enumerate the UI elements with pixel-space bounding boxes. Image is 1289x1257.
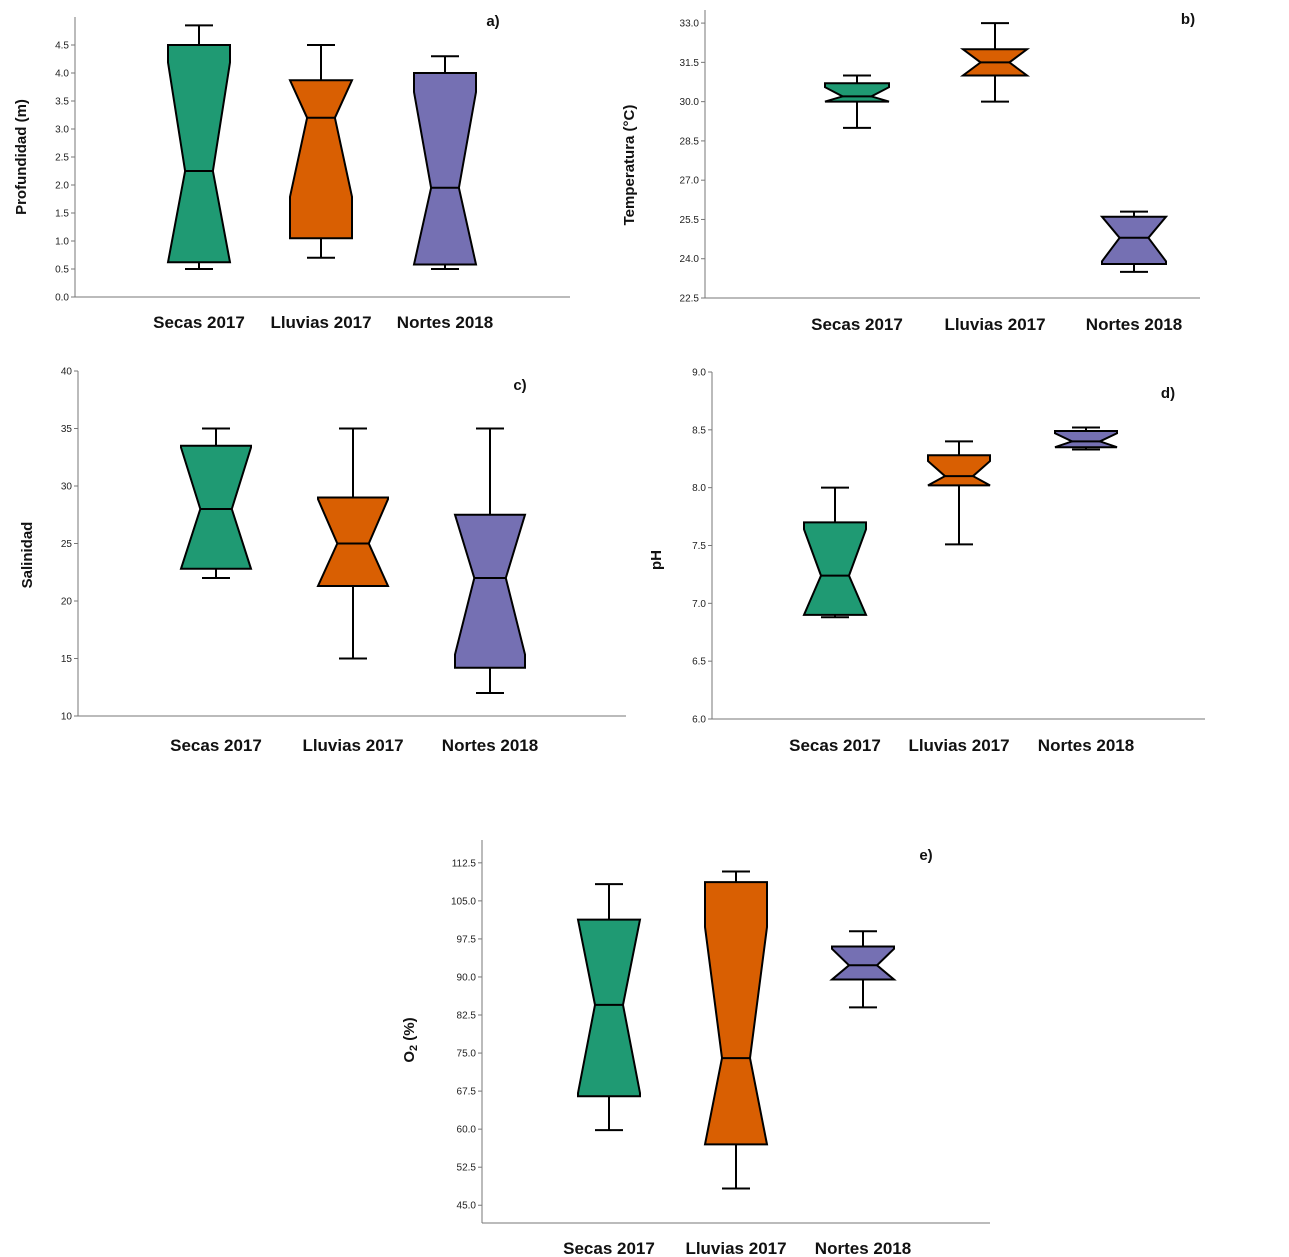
panel-b-y-tick-label: 22.5 xyxy=(680,294,700,305)
panel-b-category-label-secas-2017: Secas 2017 xyxy=(811,315,903,334)
panel-b-y-tick-label: 28.5 xyxy=(680,136,700,147)
panel-e-box-secas-2017-body xyxy=(576,918,642,1098)
panel-c-y-tick-label: 20 xyxy=(61,597,73,608)
panel-e-y-tick-label: 97.5 xyxy=(457,934,477,945)
panel-d-box-lluvias-2017-body xyxy=(927,454,991,487)
panel-b-y-tick-label: 30.0 xyxy=(680,97,700,108)
panel-c-panel-letter: c) xyxy=(513,377,526,394)
panel-d-panel-letter: d) xyxy=(1161,385,1175,402)
panel-e-y-tick-label: 52.5 xyxy=(457,1163,477,1174)
panel-c-y-tick-label: 30 xyxy=(61,482,73,493)
panel-b-y-tick-label: 27.0 xyxy=(680,176,700,187)
panel-d-y-tick-label: 8.5 xyxy=(692,425,706,436)
panel-c-y-tick-label: 10 xyxy=(61,712,73,723)
panel-e-y-axis-label: O2 (%) xyxy=(401,1017,420,1062)
panel-b-box-nortes-2018-body xyxy=(1099,215,1169,265)
panel-a-y-tick-label: 1.0 xyxy=(55,237,69,248)
panel-d-y-tick-label: 7.0 xyxy=(692,599,706,610)
panel-c: 10 15 20 25 30 35 40 Salinidad c) Secas 2017 Lluvi… xyxy=(19,367,626,755)
panel-e-box-lluvias-2017-body xyxy=(703,881,769,1146)
panel-c-category-label-lluvias-2017: Lluvias 2017 xyxy=(302,736,403,755)
panel-e-box-nortes-2018-body xyxy=(829,945,897,981)
panel-e-y-tick-label: 112.5 xyxy=(452,858,477,869)
panel-b: 22.5 24.0 25.5 27.0 28.5 30.0 31.5 33.0 Temperat… xyxy=(621,10,1200,334)
panel-a-box-secas-2017-body xyxy=(166,44,232,264)
panel-b-y-tick-label: 31.5 xyxy=(680,58,700,69)
panel-e-y-tick-label: 105.0 xyxy=(451,896,476,907)
panel-a-box-lluvias-2017-body xyxy=(288,79,354,240)
panel-a-y-axis-label: Profundidad (m) xyxy=(13,99,30,215)
panel-a-y-tick-label: 1.5 xyxy=(55,209,69,220)
panel-b-y-tick-label: 25.5 xyxy=(680,215,700,226)
panel-d-category-label-secas-2017: Secas 2017 xyxy=(789,736,881,755)
panel-b-box-secas-2017-body xyxy=(824,82,890,103)
panel-e-y-tick-label: 82.5 xyxy=(457,1011,477,1022)
panel-c-y-tick-label: 40 xyxy=(61,367,73,378)
panel-c-category-label-secas-2017: Secas 2017 xyxy=(170,736,262,755)
panel-b-category-label-lluvias-2017: Lluvias 2017 xyxy=(944,315,1045,334)
panel-e-y-tick-label: 67.5 xyxy=(457,1087,477,1098)
panel-a-y-tick-label: 3.5 xyxy=(55,97,69,108)
panel-e-category-label-lluvias-2017: Lluvias 2017 xyxy=(685,1239,786,1257)
panel-a-category-label-secas-2017: Secas 2017 xyxy=(153,313,245,332)
panel-b-y-axis-label: Temperatura (°C) xyxy=(621,105,638,226)
panel-a-y-tick-label: 0.0 xyxy=(55,293,69,304)
panel-e-y-tick-label: 45.0 xyxy=(457,1201,477,1212)
panel-d-y-tick-label: 9.0 xyxy=(692,368,706,379)
panel-d-y-tick-label: 8.0 xyxy=(692,483,706,494)
panel-c-box-lluvias-2017-body xyxy=(316,496,390,587)
panel-d-box-nortes-2018-body xyxy=(1054,430,1118,449)
panel-a-y-tick-label: 3.0 xyxy=(55,125,69,136)
panel-e-category-label-secas-2017: Secas 2017 xyxy=(563,1239,655,1257)
panel-a-y-tick-label: 4.0 xyxy=(55,69,69,80)
panel-b-category-label-nortes-2018: Nortes 2018 xyxy=(1086,315,1182,334)
panel-d-y-tick-label: 6.0 xyxy=(692,715,706,726)
panel-c-y-tick-label: 25 xyxy=(61,539,73,550)
panel-a-category-label-lluvias-2017: Lluvias 2017 xyxy=(270,313,371,332)
panel-a-y-tick-label: 2.5 xyxy=(55,153,69,164)
panel-d-box-secas-2017-body xyxy=(802,521,868,616)
panel-c-box-nortes-2018-body xyxy=(453,513,527,669)
panel-e-y-tick-label: 75.0 xyxy=(457,1049,477,1060)
panel-e-y-tick-label: 60.0 xyxy=(457,1125,477,1136)
panel-e: 45.0 52.5 60.0 67.5 75.0 82.5 90.0 97.5 105.0 112… xyxy=(401,840,990,1257)
panel-b-y-tick-label: 33.0 xyxy=(680,19,700,30)
panel-a-y-tick-label: 4.5 xyxy=(55,41,69,52)
panel-d-y-axis-label: pH xyxy=(648,550,665,570)
panel-c-y-axis-label: Salinidad xyxy=(19,522,36,589)
panel-d-category-label-lluvias-2017: Lluvias 2017 xyxy=(908,736,1009,755)
panel-b-panel-letter: b) xyxy=(1181,11,1195,28)
panel-e-category-label-nortes-2018: Nortes 2018 xyxy=(815,1239,911,1257)
panel-a-box-nortes-2018-body xyxy=(412,72,478,266)
panel-c-y-tick-label: 15 xyxy=(61,654,73,665)
panel-a-panel-letter: a) xyxy=(486,13,499,30)
panel-b-y-tick-label: 24.0 xyxy=(680,254,700,265)
panel-a-category-label-nortes-2018: Nortes 2018 xyxy=(397,313,493,332)
panel-d-y-tick-label: 7.5 xyxy=(692,541,706,552)
panel-c-category-label-nortes-2018: Nortes 2018 xyxy=(442,736,538,755)
panel-a-y-tick-label: 2.0 xyxy=(55,181,69,192)
panel-a: 0.0 0.5 1.0 1.5 2.0 2.5 3.0 3.5 4.0 4.5 Profundida… xyxy=(13,13,570,332)
panel-c-y-tick-label: 35 xyxy=(61,424,73,435)
panel-e-panel-letter: e) xyxy=(919,847,932,864)
panel-d-category-label-nortes-2018: Nortes 2018 xyxy=(1038,736,1134,755)
panel-d: 6.0 6.5 7.0 7.5 8.0 8.5 9.0 pH d) Secas 2017 Lluvi… xyxy=(648,368,1205,755)
panel-d-y-tick-label: 6.5 xyxy=(692,657,706,668)
panel-e-y-tick-label: 90.0 xyxy=(457,972,477,983)
panel-c-box-secas-2017-body xyxy=(179,444,253,570)
panel-a-y-tick-label: 0.5 xyxy=(55,265,69,276)
